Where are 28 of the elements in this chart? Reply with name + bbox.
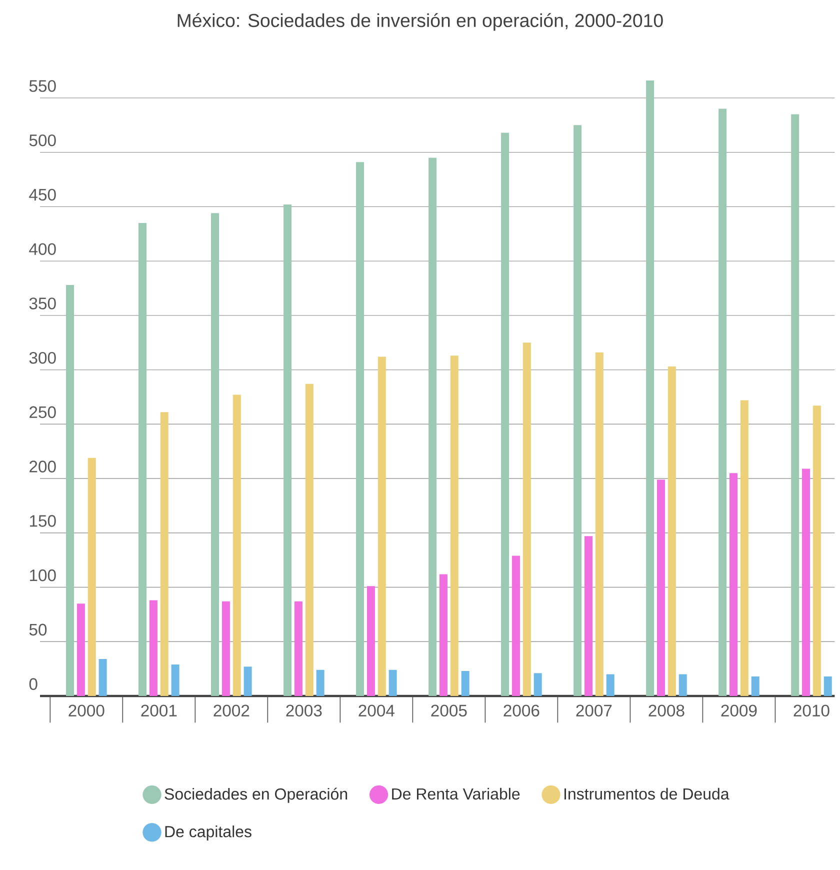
legend-label: Sociedades en Operación	[164, 788, 348, 803]
legend-label: De capitales	[165, 826, 252, 840]
x-tick-label: 2007	[576, 704, 612, 717]
y-tick-label: 300	[29, 352, 56, 364]
x-tick-label: 2001	[141, 704, 177, 717]
x-tick-label: 2003	[286, 704, 322, 717]
y-tick-label: 350	[29, 298, 56, 310]
y-tick-label: 250	[30, 406, 56, 418]
y-tick-label: 400	[29, 243, 56, 255]
x-tick-label: 2000	[68, 704, 104, 717]
y-tick-label: 450	[29, 188, 56, 201]
y-tick-label: 0	[29, 678, 38, 690]
y-tick-label: 100	[30, 569, 56, 582]
x-tick-label: 2010	[794, 704, 830, 717]
x-tick-label: 2006	[504, 704, 540, 717]
x-tick-label: 2005	[431, 704, 467, 717]
x-tick-label: 2009	[721, 704, 757, 717]
chart-title: México: Sociedades de inversión en operación, 2000-2010	[178, 13, 663, 31]
y-tick-label: 500	[29, 134, 56, 146]
x-tick-label: 2004	[358, 704, 394, 717]
y-tick-label: 150	[30, 515, 56, 527]
legend-label: De Renta Variable	[392, 788, 520, 800]
y-tick-label: 550	[29, 80, 56, 92]
x-tick-label: 2008	[648, 704, 684, 717]
x-tick-label: 2002	[214, 704, 250, 717]
y-tick-label: 50	[29, 624, 47, 636]
y-tick-label: 200	[30, 460, 56, 472]
legend-label: Instrumentos de Deuda	[564, 788, 730, 800]
